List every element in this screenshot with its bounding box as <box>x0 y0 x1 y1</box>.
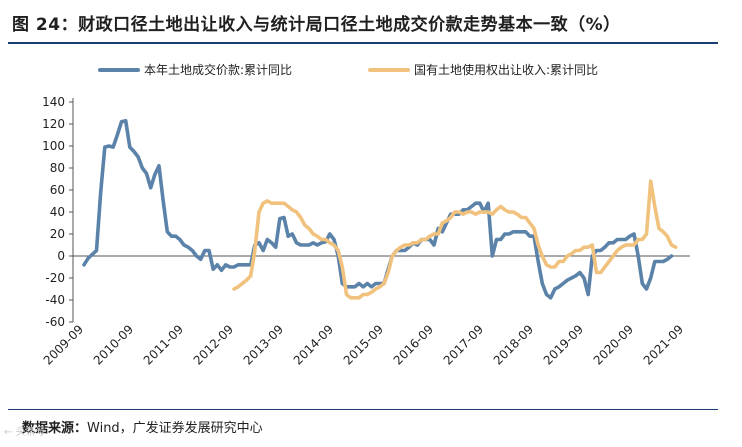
y-tick-label: -40 <box>45 293 65 307</box>
y-tick-label: -20 <box>45 271 65 285</box>
x-tick-label: 2016-09 <box>391 322 436 367</box>
x-tick-label: 2021-09 <box>641 322 686 367</box>
y-tick-label: -60 <box>45 315 65 329</box>
x-tick-label: 2018-09 <box>491 322 536 367</box>
y-axis: -60 -40 -20 0 20 40 60 80 100 120 140 <box>42 95 74 329</box>
y-tick-label: 80 <box>50 161 65 175</box>
x-tick-label: 2014-09 <box>291 322 336 367</box>
series-line-2 <box>232 179 678 300</box>
x-tick-label: 2010-09 <box>91 322 136 367</box>
x-tick-label: 2009-09 <box>41 322 86 367</box>
y-tick-label: 140 <box>42 95 65 109</box>
x-tick-label: 2013-09 <box>241 322 286 367</box>
y-tick-label: 60 <box>50 183 65 197</box>
x-tick-label: 2020-09 <box>591 322 636 367</box>
watermark: ← 头条号 <box>4 427 46 438</box>
series-layer <box>82 118 678 300</box>
source-rule <box>8 409 718 410</box>
chart-legend: 本年土地成交价款:累计同比 国有土地使用权出让收入:累计同比 <box>98 62 598 77</box>
y-tick-label: 0 <box>57 249 65 263</box>
figure-title: 图 24：财政口径土地出让收入与统计局口径土地成交价款走势基本一致（%） <box>12 15 621 35</box>
y-tick-label: 100 <box>42 139 65 153</box>
x-tick-label: 2011-09 <box>141 322 186 367</box>
legend-label-1: 本年土地成交价款:累计同比 <box>144 62 292 77</box>
legend-label-2: 国有土地使用权出让收入:累计同比 <box>414 62 598 77</box>
x-tick-label: 2015-09 <box>341 322 386 367</box>
x-tick-label: 2019-09 <box>541 322 586 367</box>
series-line-1 <box>82 118 674 300</box>
source-label: 数据来源： <box>22 421 88 436</box>
source-note: 数据来源：Wind，广发证券发展研究中心 <box>22 417 263 436</box>
y-tick-label: 40 <box>50 205 65 219</box>
x-tick-label: 2012-09 <box>191 322 236 367</box>
y-tick-label: 120 <box>42 117 65 131</box>
title-rule <box>8 42 718 44</box>
y-tick-label: 20 <box>50 227 65 241</box>
x-tick-label: 2017-09 <box>441 322 486 367</box>
x-axis: 2009-09 2010-09 2011-09 2012-09 2013-09 2014-… <box>41 255 690 368</box>
source-text: Wind，广发证券发展研究中心 <box>87 421 263 436</box>
